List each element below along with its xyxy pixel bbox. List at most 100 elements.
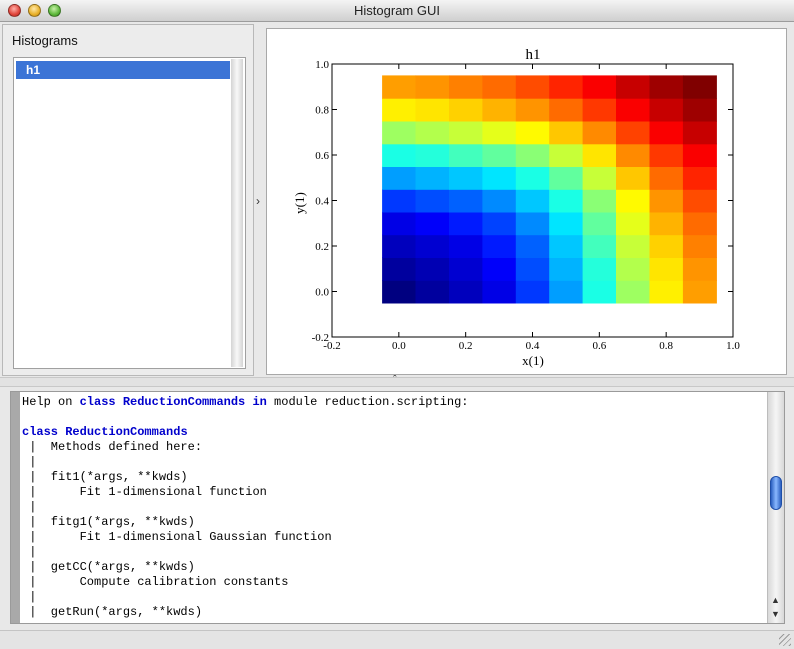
console-scrollbar[interactable]: ▲ ▼ [767,392,784,623]
console-line: | [22,590,37,604]
heatmap-cell [515,211,550,236]
heatmap-cell [616,166,650,190]
heatmap-cell [616,120,650,145]
help-console[interactable]: Help on class ReductionCommands in modul… [10,391,785,624]
window-titlebar: Histogram GUI [0,0,794,22]
heatmap-cell [682,143,717,167]
scroll-down-arrow-icon[interactable]: ▼ [771,609,780,619]
heatmap-cell [482,98,517,122]
x-tick-label: 0.8 [659,340,673,352]
heatmap-cell [649,120,684,145]
vertical-splitter[interactable]: › [254,24,266,376]
heatmap-cell [382,120,417,145]
horizontal-splitter[interactable]: ˆ [0,374,794,387]
heatmap-cell [515,257,550,281]
x-axis-label: x(1) [522,353,544,368]
heatmap-cell [415,120,450,145]
heatmap-cell [682,120,717,145]
window-title: Histogram GUI [354,3,440,18]
y-tick-label: 0.0 [315,287,329,299]
x-tick-label: 0.4 [526,340,540,352]
heatmap-cell [415,75,450,99]
heatmap-cell [382,166,417,190]
heatmap-cell [649,257,684,281]
zoom-window-button[interactable] [48,4,61,17]
plot-title: h1 [526,47,541,63]
splitter-grip-icon: ˆ [393,374,397,386]
histograms-panel-label: Histograms [12,33,78,48]
heatmap-cell [549,280,584,304]
heatmap-cell [582,75,617,99]
heatmap-cell [482,166,517,190]
close-window-button[interactable] [8,4,21,17]
heatmap-cell [415,166,450,190]
minimize-window-button[interactable] [28,4,41,17]
console-line: | [22,500,37,514]
y-tick-label: 0.8 [315,105,329,117]
x-tick-label: 0.2 [459,340,473,352]
heatmap-cell [582,166,617,190]
heatmap-cell [549,234,584,258]
heatmap-cell [449,280,483,304]
x-tick-label: -0.2 [323,340,340,352]
heatmap-cell [549,75,584,99]
heatmap-cell [682,234,717,258]
heatmap-cell [549,166,584,190]
histograms-panel: Histograms h1 [2,24,254,376]
heatmap-cell [415,189,450,213]
heatmap-cell [482,189,517,213]
heatmap-cell [482,234,517,258]
console-line: | Fit 1-dimensional Gaussian function [22,530,332,544]
heatmap-cell [449,120,483,145]
heatmap-cell [649,189,684,213]
heatmap-cell [515,280,550,304]
heatmap-cell [549,143,584,167]
plot-panel: h1 x(1) y(1) -0.2 0.0 0.2 0.4 0.6 0.8 1.0 -0.2 0… [266,28,787,375]
histogram-list[interactable]: h1 [13,57,246,369]
resize-grip-icon[interactable] [779,634,791,646]
y-tick-label: 1.0 [315,59,329,71]
heatmap-cell [616,211,650,236]
heatmap-cell [482,280,517,304]
histogram-list-item-h1[interactable]: h1 [16,61,230,79]
histogram-list-scrollbar[interactable] [231,59,243,367]
heatmap-cell [382,211,417,236]
x-tick-label: 1.0 [726,340,740,352]
heatmap-cell [649,75,684,99]
heatmap-cell [449,143,483,167]
heatmap-cell [582,98,617,122]
heatmap-cell [515,189,550,213]
console-line: | [22,455,37,469]
heatmap-cell [482,143,517,167]
heatmap-cell [682,98,717,122]
heatmap-cell [616,143,650,167]
console-line: | [22,545,37,559]
heatmap-cell [449,189,483,213]
y-tick-label: 0.6 [315,150,329,162]
heatmap-cell [515,98,550,122]
heatmap-cell [515,234,550,258]
heatmap-cell [649,280,684,304]
heatmap-cell [449,166,483,190]
axis-ticks: -0.2 0.0 0.2 0.4 0.6 0.8 1.0 -0.2 0.0 0.2 0.4 0.6 0.… [312,59,741,352]
console-line: | Methods defined here: [22,440,203,454]
heatmap-cell [382,75,417,99]
heatmap-cell [616,75,650,99]
heatmap-cell [582,211,617,236]
scroll-up-arrow-icon[interactable]: ▲ [771,595,780,605]
heatmap-cell [582,120,617,145]
heatmap-cell [682,280,717,304]
y-tick-label: 0.4 [315,196,329,208]
console-text: Help on class ReductionCommands in modul… [22,395,762,620]
heatmap-cell [382,280,417,304]
heatmap-cell [649,166,684,190]
heatmap-cell [415,143,450,167]
console-line: Help on class ReductionCommands in modul… [22,395,469,409]
y-tick-label: 0.2 [315,241,329,253]
x-tick-label: 0.0 [392,340,406,352]
console-line: class ReductionCommands [22,425,188,439]
console-scroll-thumb[interactable] [770,476,782,510]
heatmap-cell [415,257,450,281]
console-line [22,410,762,425]
console-line: | Fit 1-dimensional function [22,485,267,499]
